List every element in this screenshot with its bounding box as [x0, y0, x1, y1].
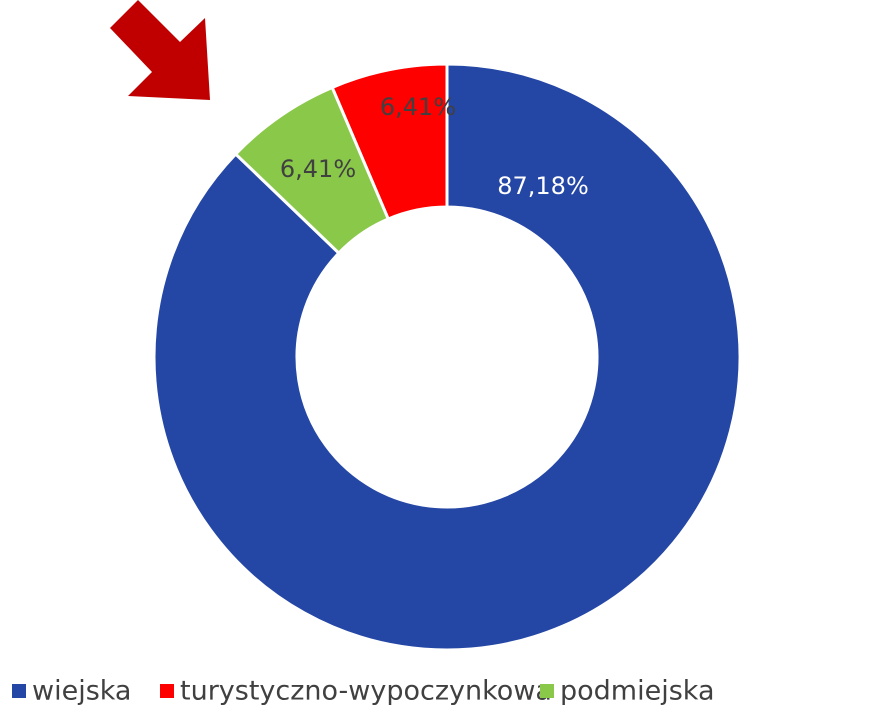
data-label: 6,41%: [280, 155, 356, 183]
donut-slice: [233, 85, 391, 256]
legend-label: wiejska: [32, 676, 131, 707]
legend-swatch: [160, 684, 174, 698]
legend-label: turystyczno-wypoczynkowa: [180, 676, 552, 707]
data-label: 6,41%: [380, 93, 456, 121]
donut-slice: [152, 62, 742, 652]
legend-label: podmiejska: [560, 676, 715, 707]
data-label: 87,18%: [497, 172, 589, 200]
legend-swatch: [540, 684, 554, 698]
arrow-annotation: [110, 0, 210, 100]
legend-swatch: [12, 684, 26, 698]
